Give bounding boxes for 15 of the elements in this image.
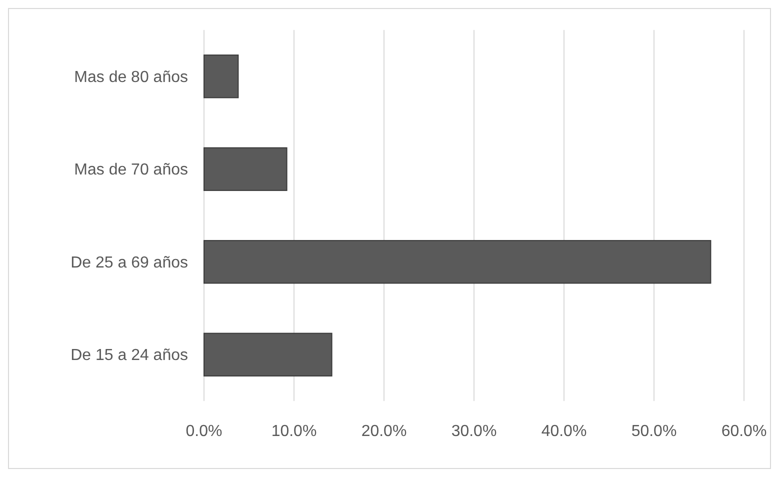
- bar: [204, 147, 288, 191]
- x-tick-label: 20.0%: [361, 423, 407, 440]
- y-tick-label: De 15 a 24 años: [70, 347, 188, 364]
- x-tick-label: 50.0%: [631, 423, 677, 440]
- bar: [204, 54, 239, 98]
- x-tick-label: 40.0%: [541, 423, 587, 440]
- y-tick-label: Mas de 80 años: [74, 68, 188, 86]
- bar: [204, 332, 332, 376]
- x-tick-label: 0.0%: [186, 423, 222, 440]
- y-tick-label: De 25 a 69 años: [70, 254, 188, 272]
- x-tick-label: 10.0%: [271, 423, 317, 440]
- y-tick-label: Mas de 70 años: [74, 162, 188, 179]
- x-tick-label: 60.0%: [721, 423, 767, 440]
- bar: [204, 240, 712, 284]
- x-tick-label: 30.0%: [451, 423, 497, 440]
